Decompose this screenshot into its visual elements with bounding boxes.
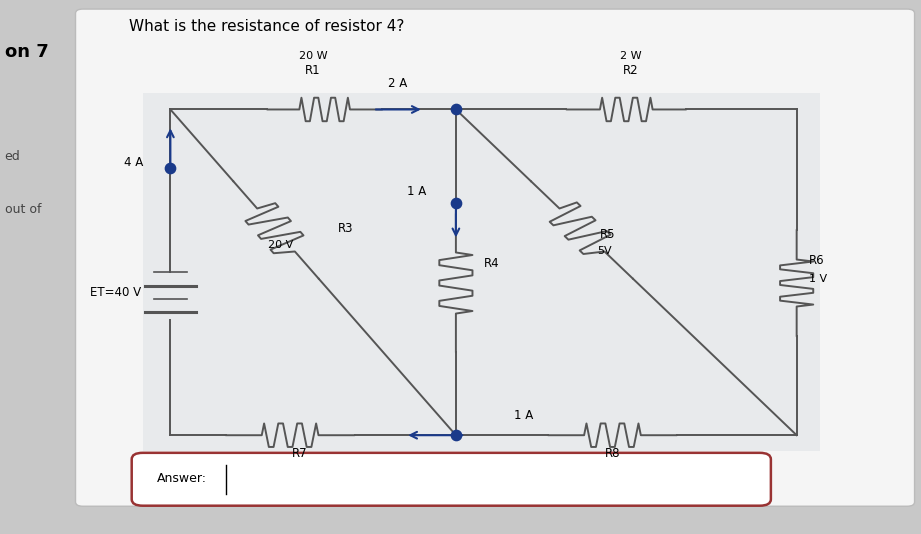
Point — [449, 431, 463, 439]
Text: ET=40 V: ET=40 V — [90, 286, 142, 300]
FancyBboxPatch shape — [132, 453, 771, 506]
Text: R4: R4 — [484, 257, 499, 270]
Text: R8: R8 — [605, 446, 620, 460]
Text: 1 A: 1 A — [514, 409, 533, 422]
Text: ed: ed — [5, 150, 20, 162]
Text: R2: R2 — [624, 65, 638, 77]
Text: What is the resistance of resistor 4?: What is the resistance of resistor 4? — [129, 19, 404, 34]
Text: 2 A: 2 A — [389, 76, 407, 90]
Text: 20 W: 20 W — [298, 51, 328, 61]
Text: 4 A: 4 A — [123, 155, 143, 169]
Text: R6: R6 — [809, 254, 824, 268]
Point — [449, 199, 463, 207]
Text: R3: R3 — [338, 222, 353, 235]
Text: R1: R1 — [306, 65, 321, 77]
Text: 20 V: 20 V — [268, 240, 294, 250]
Text: Answer:: Answer: — [157, 473, 206, 485]
Text: on 7: on 7 — [5, 43, 49, 61]
Text: out of: out of — [5, 203, 41, 216]
Text: R7: R7 — [292, 446, 307, 460]
Bar — [143, 93, 820, 451]
Text: 2 W: 2 W — [620, 51, 642, 61]
Point — [449, 105, 463, 114]
Text: R5: R5 — [600, 227, 615, 241]
Text: 1 V: 1 V — [809, 274, 827, 284]
Point — [163, 164, 178, 172]
FancyBboxPatch shape — [76, 9, 915, 506]
Text: 5V: 5V — [597, 246, 612, 256]
Text: 1 A: 1 A — [407, 185, 426, 198]
